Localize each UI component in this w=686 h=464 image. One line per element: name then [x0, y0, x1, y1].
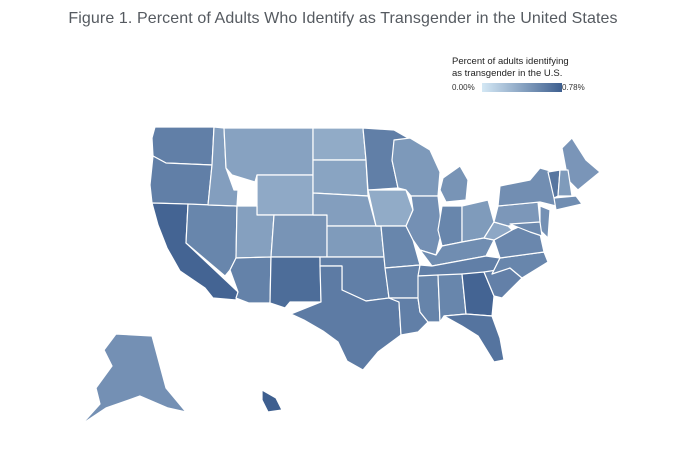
state-colorado: Colorado [270, 214, 328, 258]
state-massachusetts: Massachusetts [553, 195, 583, 211]
state-new-york: New York [497, 167, 557, 207]
legend-title-line2: as transgender in the U.S. [452, 68, 563, 79]
state-georgia: Georgia [461, 271, 495, 317]
state-hawaii: Hawaii [261, 389, 283, 413]
state-indiana: Indiana [437, 205, 463, 247]
state-south-dakota: South Dakota [312, 159, 369, 197]
state-wyoming: Wyoming [256, 174, 314, 216]
state-maryland: Maryland [509, 221, 543, 237]
state-iowa: Iowa [367, 189, 414, 227]
state-arkansas: Arkansas [384, 264, 421, 299]
state-texas: Texas [290, 265, 402, 371]
state-washington: Washington [151, 126, 215, 166]
legend-scale: 0.00% 0.78% [452, 82, 602, 93]
state-new-mexico: New Mexico [269, 256, 322, 309]
state-arizona: Arizona [229, 256, 272, 304]
figure-title: Figure 1. Percent of Adults Who Identify… [68, 10, 618, 27]
state-florida: Florida [443, 313, 505, 363]
legend-gradient-bar [482, 83, 562, 92]
state-west-virginia: West Virginia [483, 221, 513, 241]
color-legend: Percent of adults identifying as transge… [452, 56, 602, 93]
legend-title-line1: Percent of adults identifying [452, 56, 569, 67]
state-kansas: Kansas [326, 225, 385, 258]
legend-min-label: 0.00% [452, 83, 475, 92]
state-wisconsin: Wisconsin [391, 137, 441, 197]
state-montana: Montana [223, 127, 314, 183]
state-north-dakota: North Dakota [312, 127, 367, 161]
legend-max-label: 0.78% [562, 83, 585, 92]
state-michigan: Michigan [439, 165, 469, 203]
state-alaska: Alaska [81, 333, 187, 425]
